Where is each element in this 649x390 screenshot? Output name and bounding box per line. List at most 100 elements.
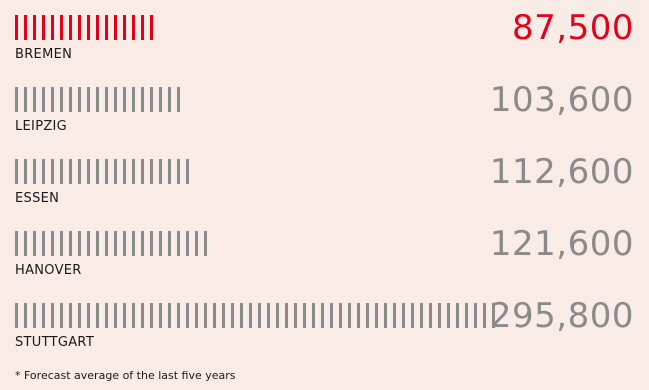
bar-tick — [483, 303, 486, 328]
bar-tick — [456, 303, 459, 328]
bar-tick — [186, 303, 189, 328]
bar-tick — [33, 15, 36, 40]
bar-stuttgart — [15, 303, 495, 328]
bar-tick — [141, 231, 144, 256]
bar-tick — [51, 303, 54, 328]
bar-tick — [69, 231, 72, 256]
bar-tick — [123, 87, 126, 112]
footnote: * Forecast average of the last five year… — [15, 369, 236, 382]
bar-tick — [177, 87, 180, 112]
bar-tick — [357, 303, 360, 328]
value-label: 112,600 — [489, 152, 634, 192]
bar-tick — [114, 15, 117, 40]
bar-tick — [168, 87, 171, 112]
bar-tick — [474, 303, 477, 328]
category-label: BREMEN — [15, 47, 73, 62]
bar-tick — [87, 303, 90, 328]
bar-tick — [438, 303, 441, 328]
bar-tick — [42, 15, 45, 40]
bar-tick — [69, 15, 72, 40]
bar-tick — [15, 159, 18, 184]
bar-tick — [348, 303, 351, 328]
bar-tick — [24, 159, 27, 184]
bar-tick — [78, 231, 81, 256]
bar-tick — [42, 231, 45, 256]
bar-tick — [312, 303, 315, 328]
bar-tick — [24, 231, 27, 256]
bar-tick — [177, 303, 180, 328]
bar-tick — [105, 159, 108, 184]
bar-tick — [429, 303, 432, 328]
bar-tick — [15, 87, 18, 112]
bar-tick — [33, 303, 36, 328]
bar-tick — [447, 303, 450, 328]
bar-tick — [204, 303, 207, 328]
bar-tick — [159, 231, 162, 256]
value-label: 103,600 — [489, 80, 634, 120]
bar-tick — [51, 159, 54, 184]
bar-tick — [177, 231, 180, 256]
bar-tick — [15, 231, 18, 256]
bar-tick — [60, 231, 63, 256]
bar-tick — [132, 159, 135, 184]
value-label: 121,600 — [489, 224, 634, 264]
bar-essen — [15, 159, 485, 184]
bar-tick — [33, 159, 36, 184]
bar-tick — [78, 15, 81, 40]
bar-tick — [141, 87, 144, 112]
bar-tick — [231, 303, 234, 328]
bar-tick — [96, 15, 99, 40]
bar-tick — [465, 303, 468, 328]
bar-tick — [60, 303, 63, 328]
bar-tick — [123, 231, 126, 256]
bar-tick — [15, 303, 18, 328]
bar-tick — [186, 231, 189, 256]
bar-tick — [60, 159, 63, 184]
bar-tick — [78, 303, 81, 328]
bar-tick — [150, 303, 153, 328]
bar-tick — [159, 87, 162, 112]
bar-tick — [78, 159, 81, 184]
bar-tick — [150, 231, 153, 256]
bar-tick — [393, 303, 396, 328]
bar-tick — [123, 303, 126, 328]
category-label: HANOVER — [15, 263, 82, 278]
bar-tick — [33, 87, 36, 112]
bar-tick — [339, 303, 342, 328]
bar-tick — [105, 15, 108, 40]
bar-tick — [114, 87, 117, 112]
bar-tick — [213, 303, 216, 328]
bar-tick — [96, 87, 99, 112]
bar-tick — [132, 87, 135, 112]
bar-tick — [24, 303, 27, 328]
bar-tick — [267, 303, 270, 328]
bar-tick — [240, 303, 243, 328]
bar-tick — [258, 303, 261, 328]
bar-tick — [159, 159, 162, 184]
bar-tick — [33, 231, 36, 256]
bar-tick — [249, 303, 252, 328]
bar-tick — [42, 159, 45, 184]
bar-bremen — [15, 15, 485, 40]
bar-tick — [60, 15, 63, 40]
bar-row-leipzig: LEIPZIG 103,600 — [0, 80, 649, 159]
bar-tick — [114, 303, 117, 328]
bar-tick — [285, 303, 288, 328]
bar-tick — [168, 231, 171, 256]
bar-tick — [78, 87, 81, 112]
category-label: ESSEN — [15, 191, 60, 206]
bar-row-hanover: HANOVER 121,600 — [0, 224, 649, 303]
bar-hanover — [15, 231, 485, 256]
bar-tick — [186, 159, 189, 184]
bar-tick — [24, 87, 27, 112]
bar-tick — [87, 159, 90, 184]
bar-tick — [150, 15, 153, 40]
bar-row-essen: ESSEN 112,600 — [0, 152, 649, 231]
bar-tick — [132, 303, 135, 328]
bar-tick — [132, 15, 135, 40]
bar-tick — [132, 231, 135, 256]
bar-tick — [420, 303, 423, 328]
bar-tick — [51, 15, 54, 40]
bar-tick — [195, 231, 198, 256]
